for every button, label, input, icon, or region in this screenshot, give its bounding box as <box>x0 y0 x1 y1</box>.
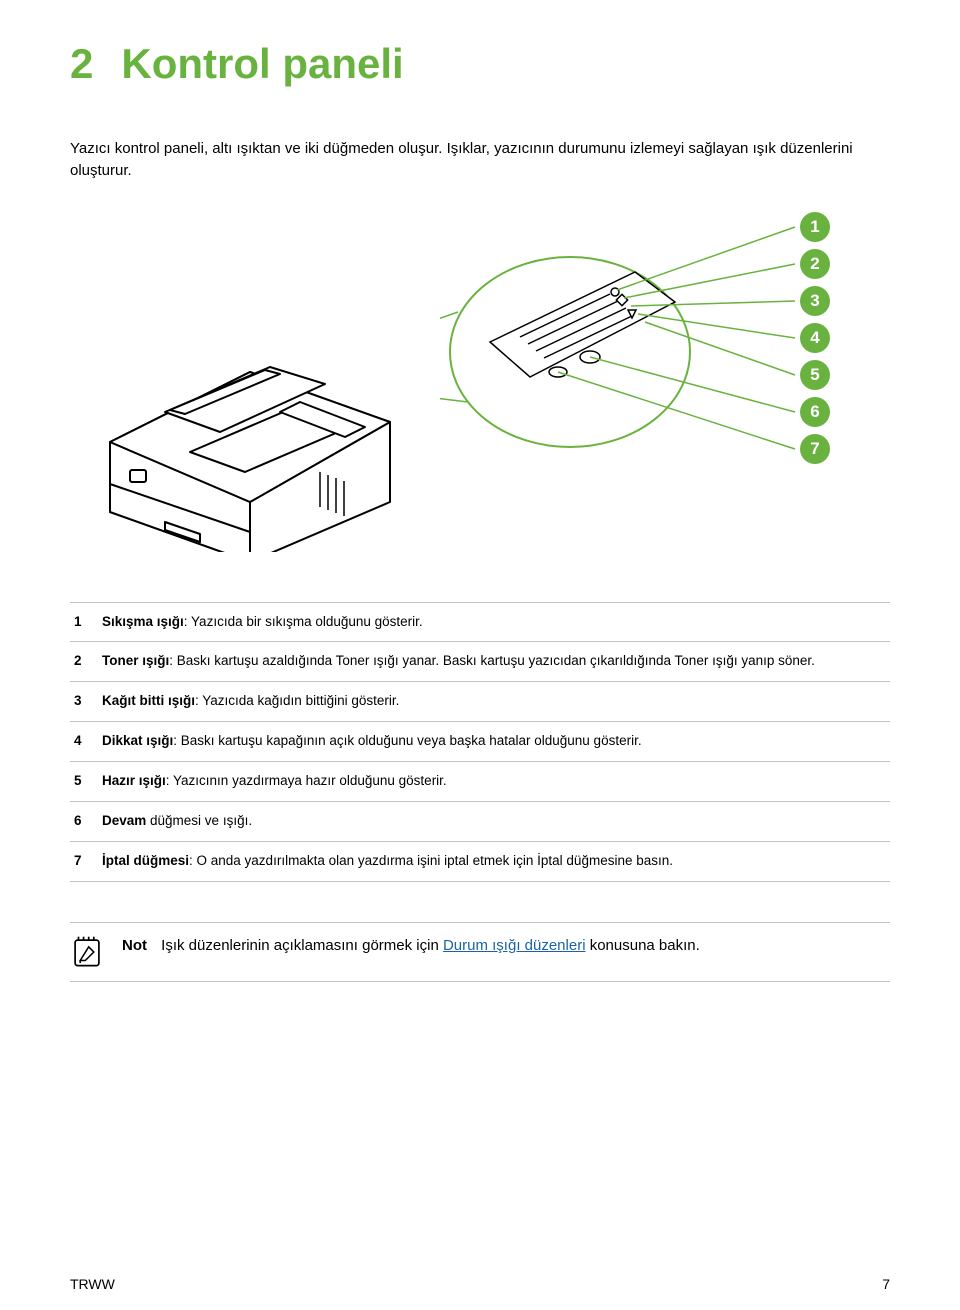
chapter-header: 2 Kontrol paneli <box>70 40 890 88</box>
table-row: 6 Devam düğmesi ve ışığı. <box>70 801 890 841</box>
callout-6: 6 <box>800 397 830 427</box>
legend-term: Devam <box>102 813 150 828</box>
note-label: Not <box>122 937 147 954</box>
legend-table: 1 Sıkışma ışığı: Yazıcıda bir sıkışma ol… <box>70 602 890 882</box>
legend-desc: : Yazıcıda bir sıkışma olduğunu gösterir… <box>184 614 423 629</box>
callout-3: 3 <box>800 286 830 316</box>
legend-term: İptal düğmesi <box>102 853 189 868</box>
page-footer: TRWW 7 <box>70 1276 890 1292</box>
legend-cell: İptal düğmesi: O anda yazdırılmakta olan… <box>98 841 890 881</box>
printer-illustration <box>70 252 420 552</box>
legend-cell: Devam düğmesi ve ışığı. <box>98 801 890 841</box>
diagram-area: 1 2 3 4 5 6 7 <box>70 212 890 562</box>
table-row: 5 Hazır ışığı: Yazıcının yazdırmaya hazı… <box>70 762 890 802</box>
table-row: 4 Dikkat ışığı: Baskı kartuşu kapağının … <box>70 722 890 762</box>
legend-term: Toner ışığı <box>102 653 169 668</box>
legend-desc: : O anda yazdırılmakta olan yazdırma işi… <box>189 853 673 868</box>
legend-cell: Hazır ışığı: Yazıcının yazdırmaya hazır … <box>98 762 890 802</box>
legend-num: 4 <box>70 722 98 762</box>
note-block: Not Işık düzenlerinin açıklamasını görme… <box>70 922 890 982</box>
chapter-title: Kontrol paneli <box>121 40 403 88</box>
callout-stack: 1 2 3 4 5 6 7 <box>800 212 830 464</box>
legend-num: 5 <box>70 762 98 802</box>
note-post: konusuna bakın. <box>586 937 700 954</box>
legend-desc: : Baskı kartuşu azaldığında Toner ışığı … <box>169 653 815 668</box>
legend-cell: Dikkat ışığı: Baskı kartuşu kapağının aç… <box>98 722 890 762</box>
note-text: Not Işık düzenlerinin açıklamasını görme… <box>122 935 700 956</box>
legend-desc: : Yazıcıda kağıdın bittiğini gösterir. <box>195 693 399 708</box>
chapter-number: 2 <box>70 40 93 88</box>
table-row: 7 İptal düğmesi: O anda yazdırılmakta ol… <box>70 841 890 881</box>
note-pre: Işık düzenlerinin açıklamasını görmek iç… <box>161 937 443 954</box>
callout-2: 2 <box>800 249 830 279</box>
panel-closeup <box>440 202 850 502</box>
footer-right: 7 <box>882 1276 890 1292</box>
legend-cell: Kağıt bitti ışığı: Yazıcıda kağıdın bitt… <box>98 682 890 722</box>
legend-num: 6 <box>70 801 98 841</box>
table-row: 2 Toner ışığı: Baskı kartuşu azaldığında… <box>70 642 890 682</box>
legend-term: Dikkat ışığı <box>102 733 173 748</box>
callout-5: 5 <box>800 360 830 390</box>
legend-term: Hazır ışığı <box>102 773 166 788</box>
footer-left: TRWW <box>70 1276 115 1292</box>
legend-num: 7 <box>70 841 98 881</box>
callout-4: 4 <box>800 323 830 353</box>
legend-num: 2 <box>70 642 98 682</box>
note-icon <box>70 935 104 969</box>
table-row: 3 Kağıt bitti ışığı: Yazıcıda kağıdın bi… <box>70 682 890 722</box>
legend-desc: : Yazıcının yazdırmaya hazır olduğunu gö… <box>166 773 447 788</box>
legend-desc: : Baskı kartuşu kapağının açık olduğunu … <box>173 733 641 748</box>
callout-7: 7 <box>800 434 830 464</box>
legend-desc: düğmesi ve ışığı. <box>150 813 252 828</box>
legend-num: 3 <box>70 682 98 722</box>
note-link[interactable]: Durum ışığı düzenleri <box>443 937 586 954</box>
legend-cell: Toner ışığı: Baskı kartuşu azaldığında T… <box>98 642 890 682</box>
table-row: 1 Sıkışma ışığı: Yazıcıda bir sıkışma ol… <box>70 602 890 642</box>
legend-cell: Sıkışma ışığı: Yazıcıda bir sıkışma oldu… <box>98 602 890 642</box>
legend-num: 1 <box>70 602 98 642</box>
callout-1: 1 <box>800 212 830 242</box>
intro-paragraph: Yazıcı kontrol paneli, altı ışıktan ve i… <box>70 138 890 182</box>
legend-term: Kağıt bitti ışığı <box>102 693 195 708</box>
legend-term: Sıkışma ışığı <box>102 614 184 629</box>
